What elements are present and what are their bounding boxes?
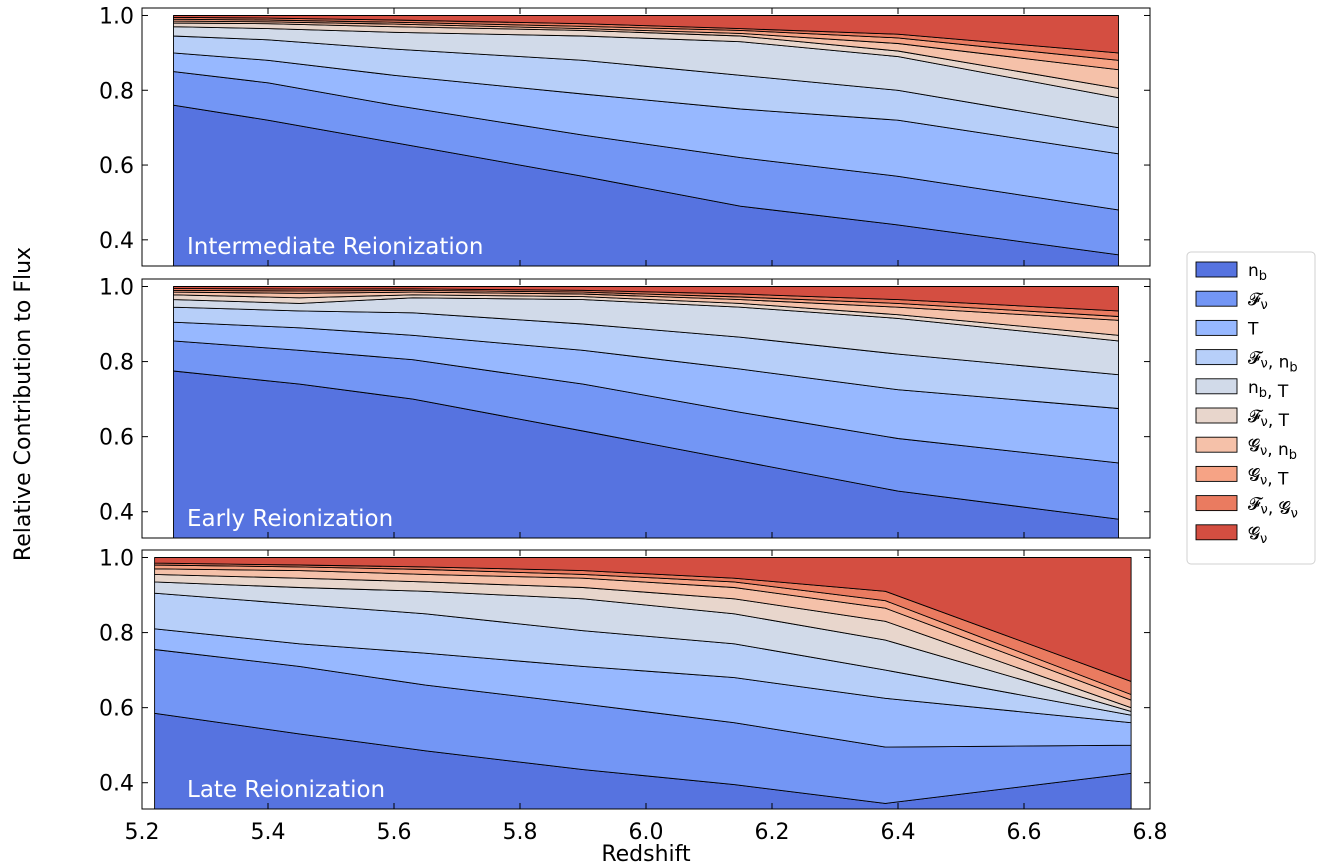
stacked-areas — [173, 15, 1119, 266]
x-tick-label: 6.0 — [629, 820, 664, 845]
legend-swatch — [1195, 407, 1238, 424]
y-tick-label: 0.6 — [99, 154, 134, 179]
legend-label: 𝓖ν — [1248, 524, 1267, 547]
legend-item: 𝓕ν, T — [1195, 407, 1290, 431]
legend-item: nb, T — [1195, 378, 1289, 402]
x-tick-label: 5.6 — [377, 820, 412, 845]
legend-item: nb — [1195, 261, 1267, 284]
legend-item: 𝓕ν — [1195, 290, 1268, 313]
legend-swatch — [1195, 378, 1238, 395]
legend-label: 𝓕ν, 𝓖ν — [1248, 495, 1298, 522]
stacked-areas — [154, 557, 1132, 809]
y-tick-label: 0.6 — [99, 697, 134, 722]
legend-swatch — [1195, 261, 1238, 278]
legend-label: nb, T — [1248, 378, 1289, 402]
y-tick-label: 0.6 — [99, 426, 134, 451]
legend-swatch — [1195, 290, 1238, 307]
area-series-10 — [154, 557, 1132, 682]
legend-label: 𝓖ν, T — [1248, 465, 1289, 489]
panel-1: 0.4 0.6 0.8 1.0 Intermediate Reionization — [99, 4, 1151, 267]
legend-item: 𝓖ν, nb — [1195, 436, 1297, 463]
legend-item: T — [1195, 319, 1259, 339]
panel-2: 0.4 0.6 0.8 1.0 Early Reionization — [99, 276, 1151, 539]
legend-label: 𝓕ν — [1248, 290, 1268, 313]
panel-title: Intermediate Reionization — [187, 234, 483, 260]
area-series-10 — [173, 286, 1119, 312]
x-tick-label: 6.4 — [881, 820, 916, 845]
panel-3: 5.2 5.4 5.6 5.8 6.0 6.2 6.4 6.6 6.8 0.4 0.6 0.8 1.0 L… — [99, 547, 1168, 845]
x-tick-label: 6.6 — [1007, 820, 1042, 845]
legend-swatch — [1195, 524, 1238, 541]
y-tick-label: 0.8 — [99, 622, 134, 647]
x-tick-label: 6.8 — [1133, 820, 1168, 845]
y-axis-label: Relative Contribution to Flux — [11, 247, 36, 561]
x-tick-label: 6.2 — [755, 820, 790, 845]
y-tick-label: 0.4 — [99, 772, 134, 797]
x-tick-label: 5.2 — [125, 820, 160, 845]
legend-label: 𝓕ν, T — [1248, 407, 1290, 431]
legend-item: 𝓖ν, T — [1195, 465, 1289, 489]
y-tick-label: 1.0 — [99, 547, 134, 572]
x-tick-label: 5.8 — [503, 820, 538, 845]
legend-label: 𝓖ν, nb — [1248, 436, 1297, 463]
legend-swatch — [1195, 436, 1238, 453]
y-tick-label: 0.4 — [99, 501, 134, 526]
legend-item: 𝓕ν, nb — [1195, 349, 1298, 376]
x-axis-label: Redshift — [601, 842, 691, 865]
legend-label: nb — [1248, 261, 1267, 284]
y-tick-label: 0.8 — [99, 351, 134, 376]
panel-title: Late Reionization — [187, 777, 385, 803]
area-series-10 — [173, 15, 1119, 54]
y-tick-label: 0.4 — [99, 229, 134, 254]
stacked-areas — [173, 286, 1119, 538]
legend-label: 𝓕ν, nb — [1248, 349, 1298, 376]
y-tick-label: 1.0 — [99, 4, 134, 29]
legend-swatch — [1195, 495, 1238, 512]
legend-swatch — [1195, 319, 1238, 336]
y-tick-label: 0.8 — [99, 79, 134, 104]
y-tick-label: 1.0 — [99, 276, 134, 301]
legend-item: 𝓕ν, 𝓖ν — [1195, 495, 1298, 522]
panel-title: Early Reionization — [187, 506, 393, 532]
x-tick-label: 5.4 — [251, 820, 286, 845]
legend-swatch — [1195, 465, 1238, 482]
legend-label: T — [1247, 319, 1259, 339]
legend-item: 𝓖ν — [1195, 524, 1267, 547]
legend-swatch — [1195, 349, 1238, 366]
